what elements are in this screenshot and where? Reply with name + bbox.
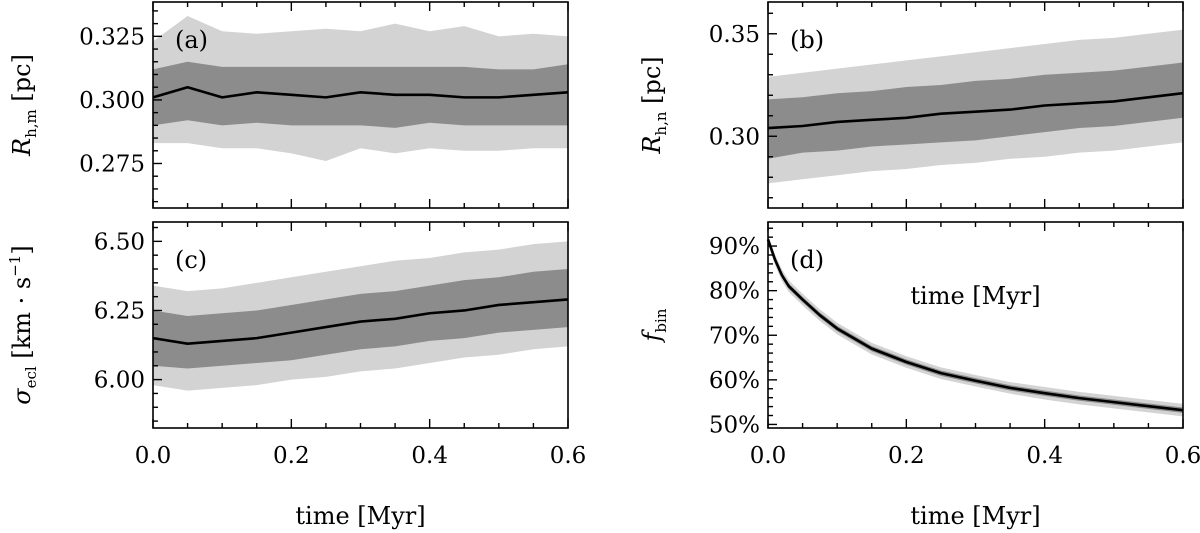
y-tick-label-b: 0.35	[709, 22, 760, 48]
y-tick-label-a: 0.275	[79, 151, 145, 177]
y-tick-label-c: 6.25	[94, 298, 145, 324]
panel-c: 0.0 0.2 0.4 0.6 6.00 6.25 6.50 (c) σecl [km · s−…	[6, 221, 587, 530]
x-axis-label-d: time [Myr]	[910, 502, 1040, 530]
y-tick-label-d: 50%	[709, 412, 760, 438]
median-line-d	[766, 238, 1184, 412]
x-tick-label-d: 0.4	[1026, 443, 1063, 469]
inner-band-a	[153, 61, 568, 128]
x-tick-label-d: 0.6	[1165, 443, 1200, 469]
panel-label-b: (b)	[790, 26, 824, 54]
y-tick-label-c: 6.00	[94, 368, 145, 394]
x-tick-label-c: 0.6	[550, 443, 587, 469]
panel-b: 0.30 0.35 (b) Rh,n [pc] time [Myr]	[638, 1, 1184, 310]
panel-d: 0.0 0.2 0.4 0.6 50% 60% 70% 80% 90% (d) fbin time […	[638, 221, 1200, 530]
x-tick-label-c: 0.2	[273, 443, 310, 469]
y-tick-label-d: 80%	[709, 279, 760, 305]
y-tick-label-d: 90%	[709, 234, 760, 260]
median-line-c	[152, 298, 569, 345]
median-line-a	[152, 85, 569, 99]
y-axis-label-c: σecl [km · s−1]	[6, 245, 40, 404]
y-axis-label-a: Rh,m [pc]	[8, 54, 40, 157]
x-axis-label-b: time [Myr]	[910, 282, 1040, 310]
y-tick-label-a: 0.300	[79, 88, 145, 114]
y-tick-label-a: 0.325	[79, 24, 145, 50]
y-tick-label-b: 0.30	[709, 124, 760, 150]
panel-a: 0.275 0.300 0.325 (a) Rh,m [pc]	[8, 1, 569, 209]
x-tick-label-c: 0.0	[135, 443, 172, 469]
median-line-b	[767, 91, 1184, 130]
y-tick-label-d: 60%	[709, 368, 760, 394]
x-tick-label-d: 0.2	[888, 443, 925, 469]
x-tick-label-c: 0.4	[411, 443, 448, 469]
x-tick-label-d: 0.0	[750, 443, 787, 469]
panel-label-d: (d)	[790, 246, 824, 274]
x-axis-label-c: time [Myr]	[295, 502, 425, 530]
panel-label-c: (c)	[175, 246, 207, 274]
y-axis-label-d: fbin	[638, 308, 670, 343]
y-tick-label-d: 70%	[709, 323, 760, 349]
inner-band-c	[153, 269, 568, 369]
y-tick-label-c: 6.50	[94, 229, 145, 255]
panel-label-a: (a)	[175, 26, 208, 54]
y-axis-label-b: Rh,n [pc]	[638, 56, 670, 154]
